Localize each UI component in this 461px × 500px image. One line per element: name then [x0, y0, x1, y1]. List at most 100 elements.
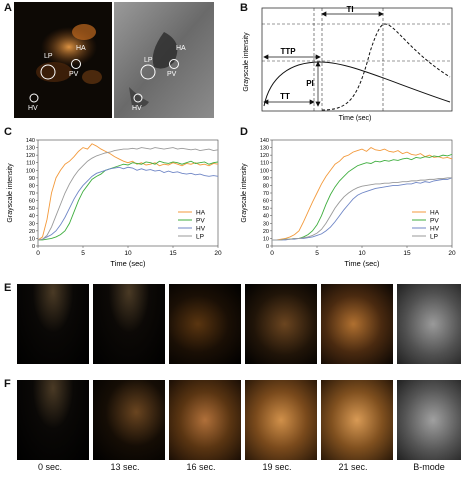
legend-label-hv: HV — [196, 226, 206, 233]
panel-a-images: HA LP PV HV HA LP PV HV — [14, 2, 214, 118]
x-tick-label: 15 — [169, 250, 177, 257]
y-axis-label: Grayscale intensity — [241, 163, 248, 223]
panel-letter-d: D — [240, 126, 248, 138]
label-lp-right: LP — [144, 57, 153, 64]
ultrasound-frame — [245, 380, 317, 460]
ultrasound-frame — [93, 284, 165, 364]
y-tick-label: 120 — [26, 153, 35, 159]
label-ha-right: HA — [176, 45, 186, 52]
ultrasound-frame — [321, 380, 393, 460]
x-tick-label: 5 — [81, 250, 85, 257]
schematic-ylabel: Grayscale intensity — [243, 32, 250, 92]
label-pv-left: PV — [69, 71, 79, 78]
x-tick-label: 20 — [448, 250, 456, 257]
panel-letter-c: C — [4, 126, 12, 138]
y-tick-label: 10 — [29, 236, 35, 242]
y-tick-label: 140 — [26, 138, 35, 144]
y-tick-label: 40 — [263, 214, 269, 220]
series-line-pv — [272, 153, 453, 241]
y-tick-label: 20 — [29, 229, 35, 235]
series-line-lp — [37, 147, 219, 241]
ultrasound-frame — [17, 284, 89, 364]
x-axis-label: Time (sec) — [110, 259, 146, 268]
y-tick-label: 70 — [29, 191, 35, 197]
y-tick-label: 100 — [260, 168, 269, 174]
y-tick-label: 0 — [266, 244, 269, 250]
x-tick-label: 5 — [315, 250, 319, 257]
y-tick-label: 100 — [26, 168, 35, 174]
label-ttp: TTP — [280, 47, 296, 56]
x-tick-label: 0 — [36, 250, 40, 257]
label-lp-left: LP — [44, 53, 53, 60]
ultrasound-frame — [397, 380, 461, 460]
y-tick-label: 30 — [29, 221, 35, 227]
time-label-13: 13 sec. — [110, 462, 140, 472]
ultrasound-frame — [169, 284, 241, 364]
label-hv-left: HV — [28, 105, 38, 112]
series-line-hv — [272, 177, 453, 241]
y-tick-label: 140 — [260, 138, 269, 144]
y-tick-label: 90 — [29, 176, 35, 182]
y-tick-label: 70 — [263, 191, 269, 197]
y-axis-label: Grayscale intensity — [7, 163, 14, 223]
y-tick-label: 10 — [263, 236, 269, 242]
time-label-0: 0 sec. — [37, 462, 62, 472]
x-tick-label: 15 — [403, 250, 411, 257]
legend-label-pv: PV — [196, 218, 205, 225]
x-tick-label: 10 — [358, 250, 366, 257]
x-axis-label: Time (sec) — [344, 259, 380, 268]
panel-b-schematic: Grayscale intensity Time (sec) TI TTP PI… — [243, 5, 453, 122]
y-tick-label: 110 — [260, 161, 269, 167]
panel-letter-e: E — [4, 282, 12, 294]
series-line-pv — [38, 160, 219, 241]
legend-label-lp: LP — [196, 234, 204, 241]
ultrasound-frame — [93, 380, 165, 460]
y-tick-label: 30 — [263, 221, 269, 227]
ultrasound-frame — [321, 284, 393, 364]
ultrasound-frame — [17, 380, 89, 460]
y-tick-label: 110 — [26, 161, 35, 167]
schematic-xlabel: Time (sec) — [339, 115, 372, 122]
y-tick-label: 130 — [260, 146, 269, 152]
y-tick-label: 90 — [263, 176, 269, 182]
y-tick-label: 50 — [263, 206, 269, 212]
x-tick-label: 20 — [214, 250, 222, 257]
x-tick-label: 0 — [270, 250, 274, 257]
series-line-lp — [272, 177, 452, 241]
series-line-ha — [272, 147, 453, 241]
ultrasound-frame — [169, 380, 241, 460]
legend-label-lp: LP — [430, 234, 438, 241]
label-ha-left: HA — [76, 45, 86, 52]
ultrasound-frame — [245, 284, 317, 364]
label-ti: TI — [346, 5, 353, 14]
series-line-hv — [37, 166, 219, 241]
y-tick-label: 0 — [32, 244, 35, 250]
legend-label-ha: HA — [430, 210, 440, 217]
time-label-21: 21 sec. — [338, 462, 368, 472]
series-line-ha — [37, 143, 219, 241]
y-tick-label: 60 — [263, 199, 269, 205]
time-label-16: 16 sec. — [186, 462, 216, 472]
x-tick-label: 10 — [124, 250, 132, 257]
label-pi: PI — [306, 79, 314, 88]
y-tick-label: 80 — [263, 183, 269, 189]
legend-label-hv: HV — [430, 226, 440, 233]
time-label-bmode: B-mode — [413, 462, 445, 472]
y-tick-label: 80 — [29, 183, 35, 189]
label-pv-right: PV — [167, 71, 177, 78]
legend-label-ha: HA — [196, 210, 206, 217]
ultrasound-frame — [397, 284, 461, 364]
y-tick-label: 20 — [263, 229, 269, 235]
y-tick-label: 130 — [26, 146, 35, 152]
y-tick-label: 50 — [29, 206, 35, 212]
schematic-frame — [261, 7, 453, 112]
label-tt: TT — [280, 92, 290, 101]
y-tick-label: 120 — [260, 153, 269, 159]
panel-letter-a: A — [4, 2, 12, 14]
label-hv-right: HV — [132, 105, 142, 112]
time-label-19: 19 sec. — [262, 462, 292, 472]
y-tick-label: 40 — [29, 214, 35, 220]
legend-label-pv: PV — [430, 218, 439, 225]
